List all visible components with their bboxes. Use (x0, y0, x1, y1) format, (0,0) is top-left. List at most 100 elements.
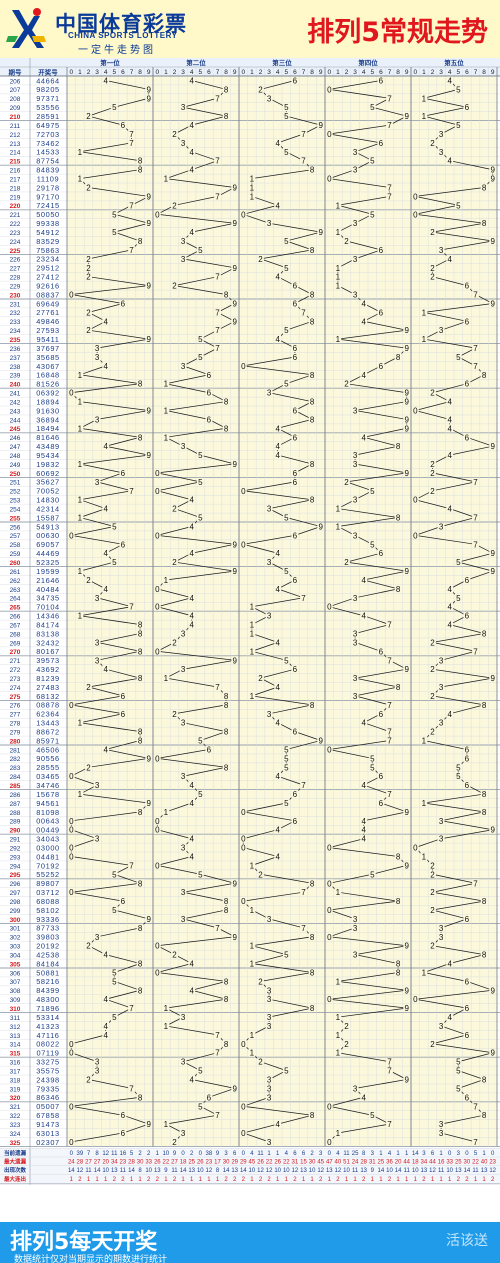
hit-number: 5 (198, 246, 203, 255)
stats-value: 1 (285, 1177, 289, 1183)
hit-cell (334, 1030, 342, 1039)
draw-number: 35685 (36, 353, 60, 362)
hit-number: 7 (387, 621, 392, 630)
hit-number: 0 (69, 1102, 74, 1111)
hit-cell (291, 816, 299, 825)
hit-number: 7 (215, 1031, 220, 1040)
stats-value: 23 (120, 1160, 127, 1166)
hit-number: 2 (172, 282, 177, 291)
hit-number: 8 (224, 424, 229, 433)
hit-number: 1 (336, 335, 341, 344)
hit-number: 9 (404, 942, 409, 951)
draw-number: 50050 (36, 210, 60, 219)
stats-value: 1 (216, 1177, 220, 1183)
hit-cell (489, 299, 497, 308)
stats-value: 30 (464, 1160, 471, 1166)
hit-cell (325, 174, 333, 183)
hit-number: 1 (164, 407, 169, 416)
hit-number: 4 (189, 835, 194, 844)
hit-cell (429, 870, 436, 879)
hit-number: 8 (138, 674, 143, 683)
hit-cell (102, 665, 110, 674)
digit-header: 5 (112, 69, 116, 76)
stats-value: 1 (379, 1151, 383, 1157)
hit-number: 3 (267, 1084, 272, 1093)
draw-number: 34746 (36, 781, 60, 790)
hit-cell (394, 352, 402, 361)
period-label: 299 (10, 908, 21, 915)
hit-number: 6 (121, 121, 126, 130)
hit-number: 4 (275, 201, 280, 210)
hit-cell (343, 1039, 350, 1048)
hit-number: 9 (490, 175, 495, 184)
hit-cell (214, 156, 221, 165)
stats-value: 4 (336, 1151, 340, 1157)
hit-cell (265, 914, 273, 923)
hit-cell (196, 513, 204, 522)
period-label: 288 (10, 810, 21, 817)
draw-number: 41323 (36, 1022, 60, 1031)
hit-cell (110, 968, 118, 977)
hit-cell (128, 201, 135, 210)
hit-cell (248, 647, 256, 656)
period-label: 290 (10, 828, 21, 835)
hit-number: 7 (129, 201, 134, 210)
hit-number: 1 (422, 853, 427, 862)
stats-value: 10 (197, 1168, 204, 1174)
hit-cell (85, 183, 92, 192)
hit-cell (446, 709, 454, 718)
period-label: 226 (10, 257, 21, 264)
hit-number: 1 (78, 148, 83, 157)
hit-number: 8 (482, 630, 487, 639)
hit-number: 9 (232, 460, 237, 469)
digit-header: 5 (370, 69, 374, 76)
hit-cell (162, 1004, 170, 1013)
hit-cell (76, 147, 84, 156)
hit-number: 8 (310, 968, 315, 977)
hit-number: 6 (465, 433, 470, 442)
hit-number: 0 (69, 1138, 74, 1147)
hit-cell (351, 495, 359, 504)
hit-number: 8 (310, 701, 315, 710)
hit-number: 0 (241, 362, 246, 371)
draw-number: 28555 (36, 763, 60, 772)
hit-number: 0 (241, 487, 246, 496)
hit-cell (351, 1084, 359, 1093)
hit-cell (265, 1075, 273, 1084)
hit-number: 4 (361, 433, 366, 442)
stats-value: 1 (482, 1177, 486, 1183)
hit-number: 1 (336, 1031, 341, 1040)
hit-number: 1 (78, 719, 83, 728)
draw-number: 84839 (36, 166, 60, 175)
period-label: 266 (10, 614, 21, 621)
hit-number: 8 (396, 897, 401, 906)
hit-cell (248, 1048, 256, 1057)
hit-number: 5 (198, 737, 203, 746)
draw-number: 73462 (36, 139, 60, 148)
stats-value: 39 (77, 1151, 84, 1157)
draw-number: 40484 (36, 585, 60, 594)
hit-cell (145, 1120, 153, 1129)
hit-cell (282, 147, 290, 156)
hit-number: 3 (95, 478, 100, 487)
hit-cell (282, 112, 290, 121)
hit-number: 2 (86, 942, 91, 951)
hit-cell (394, 968, 402, 977)
stats-value: 13 (111, 1168, 118, 1174)
hit-cell (472, 879, 479, 888)
hit-number: 4 (447, 585, 452, 594)
hit-number: 3 (353, 166, 358, 175)
hit-cell (85, 575, 92, 584)
hit-number: 7 (387, 121, 392, 130)
hit-cell (119, 897, 127, 906)
stats-value: 1 (199, 1177, 203, 1183)
hit-cell (248, 1030, 256, 1039)
hit-number: 3 (267, 1093, 272, 1102)
hit-cell (446, 76, 454, 85)
stats-value: 12 (257, 1168, 264, 1174)
hit-number: 5 (284, 103, 289, 112)
period-label: 307 (10, 979, 21, 986)
hit-number: 8 (310, 291, 315, 300)
hit-number: 9 (232, 1084, 237, 1093)
hit-cell (403, 112, 411, 121)
